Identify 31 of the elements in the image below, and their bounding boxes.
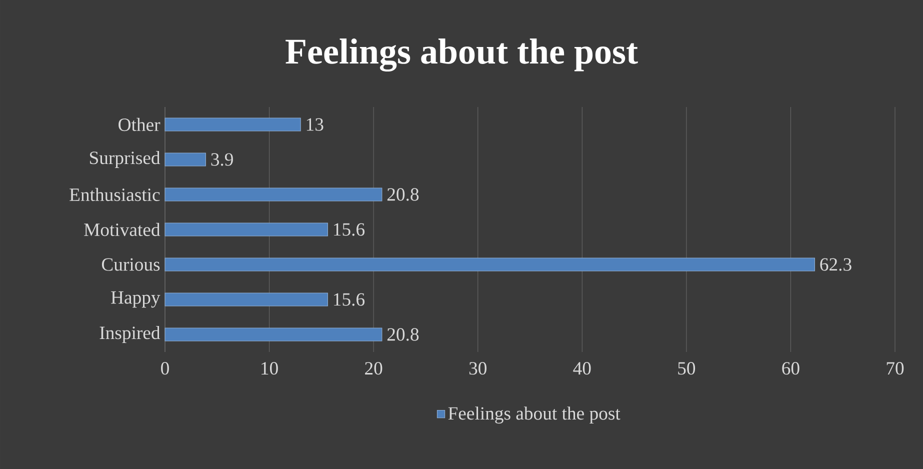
y-tick-label: Enthusiastic: [70, 188, 160, 202]
x-tick-label: 20: [365, 362, 382, 375]
y-tick-label: Surprised: [90, 151, 160, 168]
y-tick-label: Inspired: [100, 326, 160, 343]
bar: [164, 188, 382, 202]
bar: [164, 222, 328, 236]
x-tick-label: 50: [678, 362, 696, 375]
y-tick-label: Motivated: [84, 222, 160, 236]
data-label: 13: [306, 118, 324, 131]
bar: [164, 328, 382, 342]
data-label: 20.8: [387, 328, 419, 341]
x-tick-label: 30: [469, 362, 486, 375]
bar: [164, 152, 206, 166]
y-tick-label: Happy: [111, 291, 160, 308]
x-tick-label: 60: [782, 362, 800, 375]
bar: [164, 292, 328, 306]
data-label: 62.3: [820, 258, 852, 271]
bar: [164, 258, 815, 272]
chart-title: Feelings about the post: [286, 38, 638, 72]
y-tick-label: Curious: [102, 258, 160, 271]
x-tick-label: 0: [161, 362, 169, 375]
x-tick-label: 40: [573, 362, 591, 375]
data-label: 15.6: [334, 293, 365, 306]
data-label: 20.8: [387, 188, 419, 201]
data-label: 3.9: [211, 153, 233, 166]
bar: [164, 118, 301, 132]
x-tick-label: 10: [262, 362, 278, 375]
y-tick-label: Other: [118, 118, 160, 132]
data-label: 15.6: [334, 223, 365, 236]
x-tick-label: 70: [886, 362, 904, 375]
legend-label: Feelings about the post: [448, 406, 620, 424]
